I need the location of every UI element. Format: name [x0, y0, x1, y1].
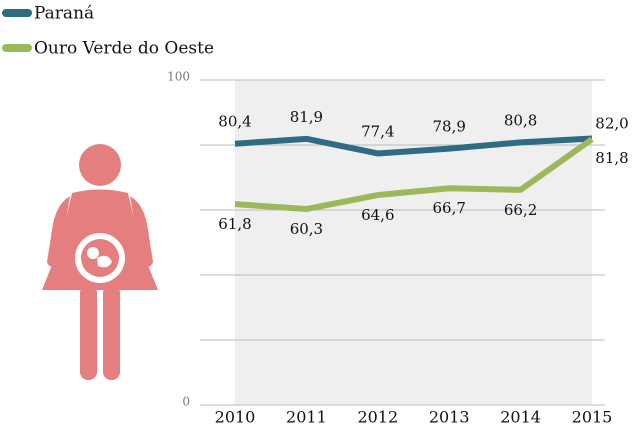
- series-line: [234, 136, 594, 213]
- data-label: 60,3: [290, 220, 323, 238]
- data-label: 61,8: [218, 215, 251, 233]
- legend-label: Ouro Verde do Oeste: [34, 39, 214, 59]
- x-tick-label: 2015: [572, 408, 613, 427]
- data-label: 81,9: [290, 108, 323, 126]
- data-label: 66,2: [504, 201, 537, 219]
- woman-icon: [42, 144, 158, 380]
- data-label: 82,0: [595, 115, 628, 133]
- y-tick-label: 0: [182, 395, 190, 409]
- y-tick-label: 100: [167, 70, 190, 84]
- data-label: 78,9: [432, 118, 465, 136]
- plot-area: [235, 80, 592, 405]
- series-line: [234, 135, 593, 157]
- data-label: 66,7: [432, 199, 465, 217]
- x-tick-label: 2013: [429, 408, 470, 427]
- data-label: 80,8: [504, 111, 537, 129]
- data-label: 81,8: [595, 149, 628, 167]
- data-label: 77,4: [361, 122, 394, 140]
- data-label: 64,6: [361, 206, 394, 224]
- x-tick-label: 2014: [500, 408, 541, 427]
- legend-label: Paraná: [34, 4, 94, 24]
- x-tick-label: 2012: [357, 408, 398, 427]
- data-label: 80,4: [218, 113, 251, 131]
- x-tick-label: 2010: [215, 408, 256, 427]
- x-tick-label: 2011: [286, 408, 327, 427]
